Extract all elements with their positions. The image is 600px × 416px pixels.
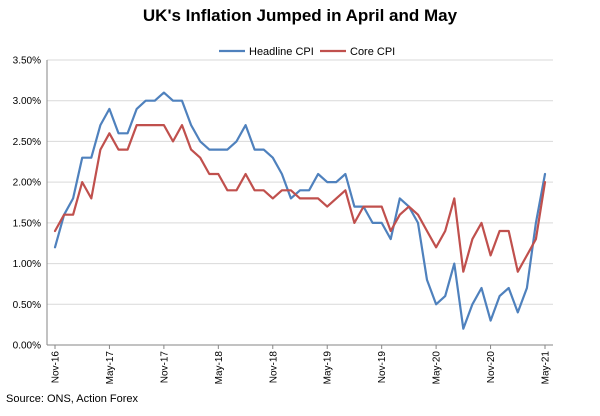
series-line-core-cpi [53, 123, 547, 273]
series-lines [53, 91, 547, 330]
x-tick-label: Nov-20 [486, 351, 497, 384]
x-tick-label: Nov-19 [377, 351, 388, 384]
x-tick-label: Nov-16 [51, 351, 62, 384]
y-axis-ticks: 0.00% 0.50% 1.00% 1.50% 2.00% 2.50% 3.00% 3.50% [13, 56, 41, 352]
y-tick-label: 1.50% [13, 218, 41, 229]
x-tick-label: Nov-17 [159, 351, 170, 384]
series-line-headline-cpi [53, 91, 547, 330]
source-note: Source: ONS, Action Forex [6, 393, 139, 405]
x-tick-label: May-21 [541, 351, 552, 385]
x-tick-label: May-18 [214, 351, 225, 385]
x-axis-ticks: Nov-16 May-17 Nov-17 May-18 Nov-18 May-19 Nov-… [51, 351, 552, 385]
x-tick-label: May-19 [323, 351, 334, 385]
x-tick-label: May-20 [432, 351, 443, 385]
y-tick-label: 0.00% [13, 341, 41, 352]
y-tick-label: 2.50% [13, 137, 41, 148]
y-tick-label: 2.00% [13, 178, 41, 189]
y-tick-label: 1.00% [13, 259, 41, 270]
x-tick-label: Nov-18 [268, 351, 279, 384]
axes [46, 60, 553, 349]
legend-label: Headline CPI [249, 46, 314, 58]
x-tick-label: May-17 [105, 351, 116, 385]
y-tick-label: 0.50% [13, 300, 41, 311]
y-tick-label: 3.00% [13, 96, 41, 107]
y-tick-label: 3.50% [13, 56, 41, 67]
chart-title: UK's Inflation Jumped in April and May [142, 6, 458, 25]
legend-label: Core CPI [350, 46, 395, 58]
legend: Headline CPI Core CPI [219, 46, 395, 58]
grid-lines [47, 59, 553, 305]
